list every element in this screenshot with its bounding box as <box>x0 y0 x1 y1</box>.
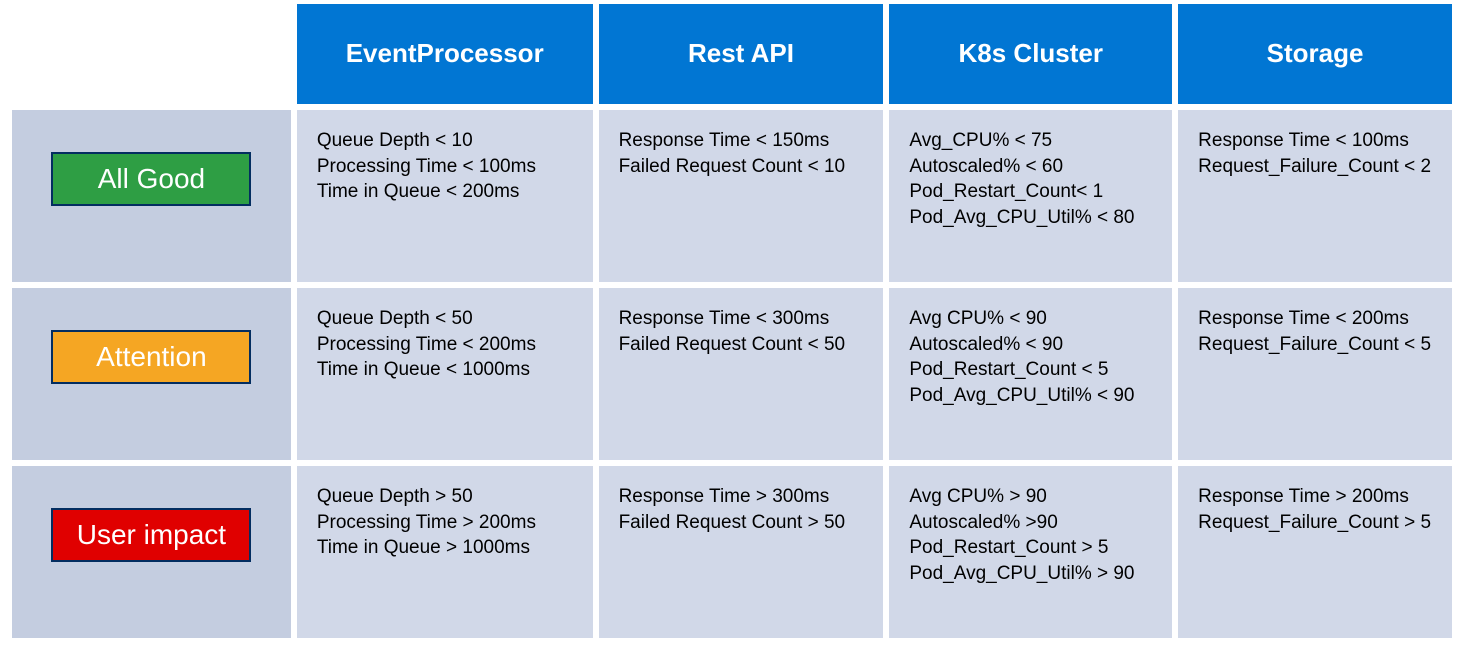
row-badge-cell: All Good <box>12 110 291 282</box>
metric-line: Pod_Avg_CPU_Util% < 80 <box>909 205 1152 231</box>
metric-line: Response Time < 200ms <box>1198 306 1432 332</box>
header-empty <box>12 4 291 104</box>
metric-line: Response Time > 300ms <box>619 484 864 510</box>
metric-line: Processing Time > 200ms <box>317 510 573 536</box>
header-k8s-cluster: K8s Cluster <box>889 4 1172 104</box>
metric-line: Autoscaled% < 60 <box>909 154 1152 180</box>
metric-line: Pod_Avg_CPU_Util% > 90 <box>909 561 1152 587</box>
cell-all_good-rest_api: Response Time < 150msFailed Request Coun… <box>599 110 884 282</box>
status-badge-all_good: All Good <box>51 152 251 206</box>
metric-line: Request_Failure_Count < 5 <box>1198 332 1432 358</box>
metric-line: Processing Time < 200ms <box>317 332 573 358</box>
header-rest-api: Rest API <box>599 4 884 104</box>
metric-line: Avg CPU% < 90 <box>909 306 1152 332</box>
metric-line: Avg_CPU% < 75 <box>909 128 1152 154</box>
metric-line: Failed Request Count < 10 <box>619 154 864 180</box>
table-row: Attention Queue Depth < 50Processing Time… <box>12 288 1452 460</box>
metric-line: Autoscaled% < 90 <box>909 332 1152 358</box>
metric-line: Response Time < 300ms <box>619 306 864 332</box>
metric-line: Failed Request Count < 50 <box>619 332 864 358</box>
table-row: All Good Queue Depth < 10Processing Time … <box>12 110 1452 282</box>
cell-all_good-storage: Response Time < 100msRequest_Failure_Cou… <box>1178 110 1452 282</box>
metric-line: Processing Time < 100ms <box>317 154 573 180</box>
metric-line: Response Time < 100ms <box>1198 128 1432 154</box>
cell-attention-storage: Response Time < 200msRequest_Failure_Cou… <box>1178 288 1452 460</box>
metric-line: Time in Queue < 1000ms <box>317 357 573 383</box>
metric-line: Pod_Restart_Count < 5 <box>909 357 1152 383</box>
cell-user_impact-k8s_cluster: Avg CPU% > 90Autoscaled% >90Pod_Restart_… <box>889 466 1172 638</box>
status-badge-user_impact: User impact <box>51 508 251 562</box>
metric-line: Queue Depth > 50 <box>317 484 573 510</box>
table-header-row: EventProcessor Rest API K8s Cluster Stor… <box>12 4 1452 104</box>
cell-attention-event_processor: Queue Depth < 50Processing Time < 200msT… <box>297 288 593 460</box>
status-badge-attention: Attention <box>51 330 251 384</box>
header-storage: Storage <box>1178 4 1452 104</box>
cell-attention-k8s_cluster: Avg CPU% < 90Autoscaled% < 90Pod_Restart… <box>889 288 1172 460</box>
threshold-table: EventProcessor Rest API K8s Cluster Stor… <box>12 4 1452 638</box>
cell-attention-rest_api: Response Time < 300msFailed Request Coun… <box>599 288 884 460</box>
metric-line: Autoscaled% >90 <box>909 510 1152 536</box>
cell-all_good-k8s_cluster: Avg_CPU% < 75Autoscaled% < 60Pod_Restart… <box>889 110 1172 282</box>
metric-line: Response Time < 150ms <box>619 128 864 154</box>
header-event-processor: EventProcessor <box>297 4 593 104</box>
metric-line: Time in Queue < 200ms <box>317 179 573 205</box>
row-badge-cell: User impact <box>12 466 291 638</box>
table-row: User impact Queue Depth > 50Processing Ti… <box>12 466 1452 638</box>
cell-user_impact-storage: Response Time > 200msRequest_Failure_Cou… <box>1178 466 1452 638</box>
metric-line: Request_Failure_Count < 2 <box>1198 154 1432 180</box>
cell-user_impact-rest_api: Response Time > 300msFailed Request Coun… <box>599 466 884 638</box>
row-badge-cell: Attention <box>12 288 291 460</box>
metric-line: Avg CPU% > 90 <box>909 484 1152 510</box>
cell-all_good-event_processor: Queue Depth < 10Processing Time < 100msT… <box>297 110 593 282</box>
metric-line: Pod_Restart_Count > 5 <box>909 535 1152 561</box>
metric-line: Request_Failure_Count > 5 <box>1198 510 1432 536</box>
metric-line: Pod_Avg_CPU_Util% < 90 <box>909 383 1152 409</box>
metric-line: Queue Depth < 50 <box>317 306 573 332</box>
metric-line: Pod_Restart_Count< 1 <box>909 179 1152 205</box>
metric-line: Queue Depth < 10 <box>317 128 573 154</box>
cell-user_impact-event_processor: Queue Depth > 50Processing Time > 200msT… <box>297 466 593 638</box>
metric-line: Time in Queue > 1000ms <box>317 535 573 561</box>
metric-line: Response Time > 200ms <box>1198 484 1432 510</box>
metric-line: Failed Request Count > 50 <box>619 510 864 536</box>
